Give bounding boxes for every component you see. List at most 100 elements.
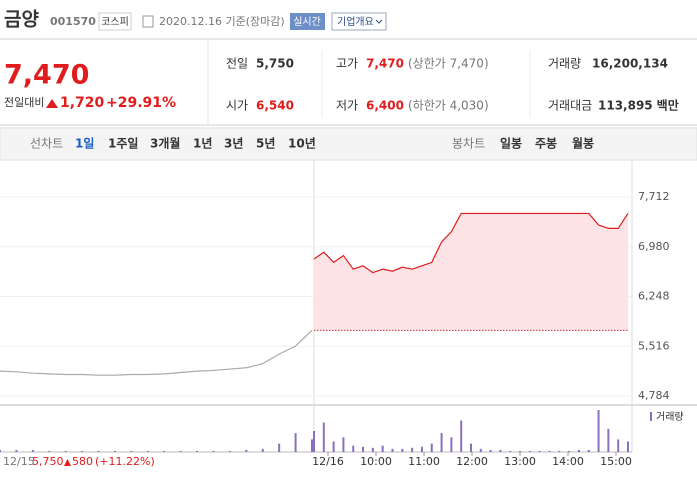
y-tick-label: 6,980 bbox=[638, 240, 670, 253]
volume-bar bbox=[450, 437, 453, 452]
volume-label: 거래량 bbox=[656, 411, 684, 423]
x-tick-label: 14:00 bbox=[552, 455, 584, 468]
period-tab[interactable]: 1주일 bbox=[108, 137, 138, 151]
prev-price: 5,750 bbox=[32, 455, 64, 468]
item-label: 거래대금 bbox=[548, 99, 592, 113]
item-value: 5,750 bbox=[256, 57, 294, 71]
item-value: 16,200,134 bbox=[592, 57, 668, 71]
x-tick-label: 12:00 bbox=[456, 455, 488, 468]
volume-bar bbox=[322, 422, 325, 452]
volume-bar bbox=[420, 446, 423, 452]
x-tick-label: 13:00 bbox=[504, 455, 536, 468]
period-tab[interactable]: 5년 bbox=[256, 137, 275, 151]
y-tick-label: 4,784 bbox=[638, 389, 670, 402]
item-label: 저가 bbox=[336, 99, 358, 113]
volume-bar bbox=[627, 441, 629, 452]
period-tab[interactable]: 1년 bbox=[193, 137, 212, 151]
price-line bbox=[0, 329, 313, 376]
company[interactable]: 기업개요 bbox=[337, 15, 374, 28]
prev-rate: (+11.22%) bbox=[95, 455, 155, 468]
y-tick-label: 5,516 bbox=[638, 339, 670, 352]
volume-bar bbox=[311, 439, 313, 452]
change-rate: +29.91% bbox=[106, 95, 176, 111]
volume-bar bbox=[130, 450, 133, 452]
volume-bar bbox=[113, 450, 116, 452]
volume-bar bbox=[0, 449, 1, 452]
tab-bar bbox=[0, 127, 697, 161]
company-dropdown[interactable] bbox=[331, 12, 387, 31]
y-tick-label: 6,248 bbox=[638, 290, 670, 303]
volume-bar bbox=[15, 449, 18, 452]
item-label: 거래량 bbox=[548, 57, 581, 71]
volume-bar bbox=[146, 450, 149, 452]
candle-tab[interactable]: 월봉 bbox=[572, 136, 594, 151]
volume-bar bbox=[313, 431, 315, 452]
candle-tab[interactable]: 일봉 bbox=[500, 137, 522, 151]
line-chart-tab[interactable]: 선차트 bbox=[30, 137, 63, 151]
volume-bar bbox=[509, 450, 512, 452]
dropdown-arrow bbox=[375, 19, 383, 24]
item-unit: 백만 bbox=[657, 98, 679, 113]
x-tick-label: 15:00 bbox=[600, 455, 632, 468]
volume-bar bbox=[245, 449, 248, 452]
item-label: 시가 bbox=[226, 99, 248, 113]
volume-bar bbox=[577, 449, 580, 452]
candle-chart-tab[interactable]: 봉차트 bbox=[452, 137, 485, 151]
period-tab[interactable]: 3년 bbox=[224, 137, 243, 151]
period-tab[interactable]: 3개월 bbox=[150, 136, 180, 151]
change: 1,720 bbox=[60, 95, 105, 111]
stock-name: 금양 bbox=[4, 9, 39, 31]
volume-bar bbox=[499, 449, 502, 452]
volume-bar bbox=[278, 443, 281, 452]
volume-bar bbox=[294, 433, 297, 452]
y-tick-label: 7,712 bbox=[638, 190, 670, 203]
period-tab[interactable]: 10년 bbox=[288, 137, 316, 151]
volume-bar bbox=[97, 450, 100, 452]
volume-bar bbox=[617, 439, 620, 452]
volume-bar bbox=[597, 410, 600, 452]
volume-bar bbox=[460, 420, 463, 452]
volume-bar bbox=[568, 450, 571, 452]
up-arrow bbox=[64, 459, 71, 466]
volume-icon bbox=[650, 412, 652, 421]
volume-bar bbox=[212, 450, 215, 452]
calendar-icon bbox=[142, 15, 154, 28]
volume-bar bbox=[558, 450, 561, 452]
volume-bar bbox=[163, 450, 166, 452]
candle-tab[interactable]: 주봉 bbox=[535, 137, 557, 151]
volume-bar bbox=[371, 447, 374, 452]
volume-bar bbox=[587, 449, 590, 452]
volume-bar bbox=[196, 450, 199, 452]
item-value: 7,470 bbox=[366, 57, 404, 71]
chart: 7,712 6,980 6,248 5,516 4,784 12/16 10:00 11:00… bbox=[0, 190, 670, 468]
volume-bar bbox=[528, 450, 531, 452]
volume-bar bbox=[362, 446, 365, 452]
item-label: 전일 bbox=[226, 57, 248, 71]
x-tick-label: 12/16 bbox=[312, 455, 344, 468]
volume-bar bbox=[342, 437, 345, 452]
volume-bar bbox=[332, 441, 335, 452]
item-value: 6,400 bbox=[366, 99, 404, 113]
summary-items: 전일 5,750 고가 7,470 (상한가 7,470) 거래량 16,200,134 시가… bbox=[226, 57, 679, 113]
volume-bar bbox=[31, 449, 34, 452]
price-line bbox=[313, 212, 629, 274]
volume-bar bbox=[538, 450, 541, 452]
volume-bar bbox=[470, 443, 472, 452]
date: 2020.12.16 기준(장마감) bbox=[159, 15, 285, 28]
realtime-button[interactable] bbox=[290, 13, 325, 30]
up-arrow bbox=[46, 99, 58, 108]
volume-bar bbox=[430, 443, 433, 452]
stock-code: 001570 bbox=[50, 15, 96, 28]
volume-bar bbox=[64, 450, 67, 452]
market: 코스피 bbox=[101, 16, 129, 28]
volume-bar bbox=[489, 449, 492, 452]
area bbox=[314, 213, 628, 331]
volume-bar bbox=[440, 433, 443, 452]
price: 7,470 bbox=[4, 60, 89, 91]
prev-date: 12/15 bbox=[3, 455, 35, 468]
period-tab[interactable]: 1일 bbox=[75, 137, 94, 151]
realtime[interactable]: 실시간 bbox=[293, 16, 321, 28]
x-tick-label: 11:00 bbox=[408, 455, 440, 468]
volume-bar bbox=[352, 445, 355, 452]
